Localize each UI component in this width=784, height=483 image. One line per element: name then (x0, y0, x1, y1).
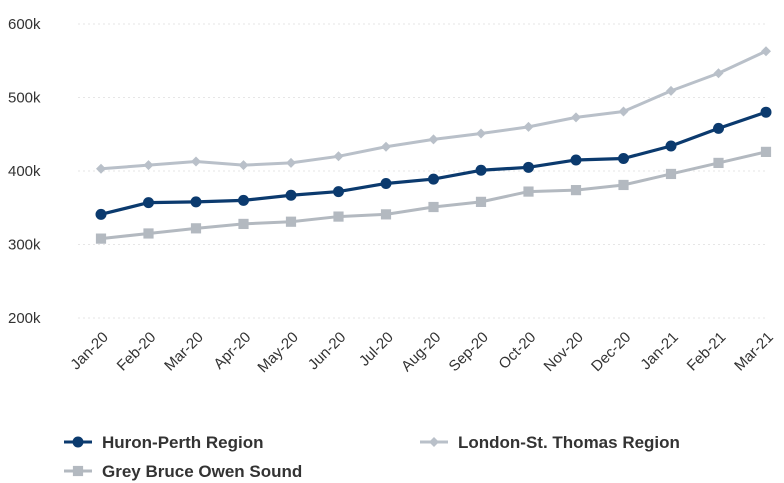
x-tick-label: Sep-20 (446, 329, 492, 375)
y-tick-label: 200k (8, 310, 41, 327)
data-point-london-st-thomas-region (96, 163, 106, 174)
series-lines (95, 46, 772, 244)
data-point-london-st-thomas-region (523, 121, 534, 132)
series-grey-bruce-owen-sound (95, 146, 772, 244)
data-point-london-st-thomas-region (428, 134, 439, 145)
legend-item-huron-perth-region: Huron-Perth Region (64, 433, 264, 452)
data-point-huron-perth-region (713, 122, 724, 134)
y-axis-tick-labels: 200k 300k 400k 500k 600k (8, 16, 41, 327)
data-point-huron-perth-region (238, 194, 249, 206)
data-point-london-st-thomas-region (476, 128, 486, 139)
y-tick-label: 600k (8, 16, 41, 33)
data-point-huron-perth-region (428, 173, 439, 185)
data-point-grey-bruce-owen-sound (428, 201, 439, 213)
y-tick-label: 400k (8, 163, 41, 180)
data-point-grey-bruce-owen-sound (760, 146, 772, 157)
data-point-london-st-thomas-region (143, 160, 154, 171)
data-point-london-st-thomas-region (333, 151, 344, 162)
y-tick-label: 500k (8, 90, 41, 107)
x-tick-label: Feb-21 (684, 329, 730, 375)
legend-label: Grey Bruce Owen Sound (102, 462, 302, 481)
x-tick-label: Jan-20 (67, 329, 111, 373)
data-point-london-st-thomas-region (191, 156, 201, 167)
data-point-huron-perth-region (475, 164, 487, 176)
data-point-london-st-thomas-region (713, 68, 724, 79)
x-tick-label: Jan-21 (637, 329, 681, 373)
data-point-grey-bruce-owen-sound (475, 196, 487, 207)
legend-marker (72, 465, 84, 477)
data-point-grey-bruce-owen-sound (285, 216, 297, 227)
x-tick-label: Mar-20 (161, 329, 207, 375)
data-point-grey-bruce-owen-sound (570, 185, 582, 196)
data-point-grey-bruce-owen-sound (95, 233, 107, 244)
data-point-huron-perth-region (618, 153, 629, 165)
x-tick-label: Dec-20 (588, 329, 634, 375)
data-point-huron-perth-region (95, 208, 107, 220)
x-tick-label: Nov-20 (541, 329, 587, 375)
x-tick-label: Feb-20 (114, 329, 160, 375)
legend-marker (72, 436, 84, 448)
legend-item-london-st-thomas-region: London-St. Thomas Region (420, 433, 680, 452)
data-point-london-st-thomas-region (381, 141, 391, 152)
series-london-st-thomas-region (96, 46, 771, 174)
data-point-london-st-thomas-region (571, 112, 581, 123)
x-tick-label: Apr-20 (210, 329, 254, 373)
data-point-grey-bruce-owen-sound (380, 209, 392, 220)
legend: Huron-Perth Region London-St. Thomas Regi… (64, 433, 680, 481)
data-point-london-st-thomas-region (666, 85, 676, 96)
data-point-grey-bruce-owen-sound (143, 228, 154, 239)
data-point-huron-perth-region (570, 154, 582, 166)
x-tick-label: May-20 (254, 329, 301, 376)
legend-item-grey-bruce-owen-sound: Grey Bruce Owen Sound (64, 462, 302, 481)
data-point-grey-bruce-owen-sound (190, 223, 202, 234)
data-point-huron-perth-region (523, 161, 534, 173)
legend-label: London-St. Thomas Region (458, 433, 680, 452)
legend-marker (429, 437, 439, 447)
data-point-grey-bruce-owen-sound (238, 218, 249, 230)
x-tick-label: Jun-20 (305, 329, 349, 373)
data-point-london-st-thomas-region (761, 46, 771, 57)
legend-label: Huron-Perth Region (102, 433, 264, 452)
data-point-huron-perth-region (760, 106, 772, 118)
x-tick-label: Oct-20 (495, 329, 539, 373)
data-point-london-st-thomas-region (618, 106, 629, 117)
data-point-huron-perth-region (143, 197, 154, 209)
data-point-grey-bruce-owen-sound (713, 157, 724, 169)
grid-lines (78, 23, 766, 319)
x-axis-tick-labels: Jan-20 Feb-20 Mar-20 Apr-20 May-20 Jun-20 Jul-… (67, 329, 776, 376)
data-point-huron-perth-region (285, 189, 297, 201)
data-point-grey-bruce-owen-sound (523, 186, 534, 197)
x-tick-label: Jul-20 (356, 329, 397, 370)
x-tick-label: Mar-21 (731, 329, 777, 375)
data-point-grey-bruce-owen-sound (618, 179, 629, 191)
data-point-london-st-thomas-region (286, 157, 296, 168)
data-point-london-st-thomas-region (238, 160, 249, 171)
series-line-london-st-thomas-region (100, 49, 767, 171)
x-tick-label: Aug-20 (398, 329, 444, 375)
data-point-huron-perth-region (333, 186, 344, 198)
data-point-huron-perth-region (665, 140, 677, 152)
data-point-huron-perth-region (190, 196, 202, 208)
data-point-grey-bruce-owen-sound (333, 211, 344, 222)
data-point-huron-perth-region (380, 177, 392, 189)
data-point-grey-bruce-owen-sound (665, 168, 677, 180)
y-tick-label: 300k (8, 237, 41, 254)
series-huron-perth-region (95, 106, 772, 220)
